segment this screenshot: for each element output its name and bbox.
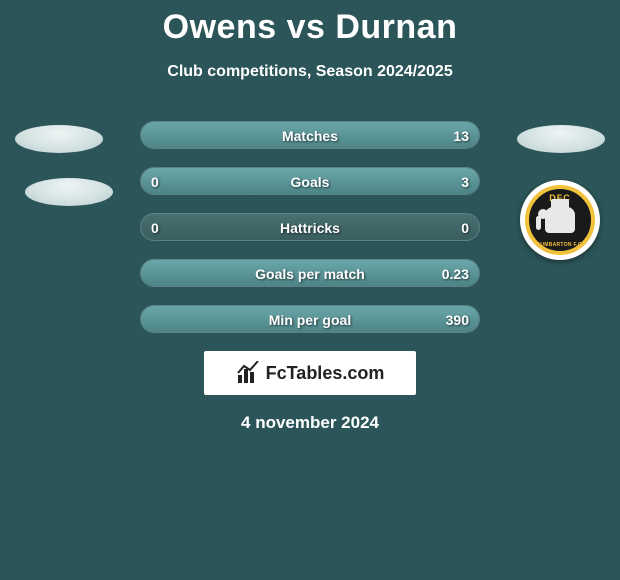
snapshot-date: 4 november 2024 (0, 413, 620, 433)
club-right-badge: DFC DUMBARTON F.C. (520, 180, 600, 260)
stat-label: Goals (141, 168, 479, 195)
brand-text: FcTables.com (266, 363, 385, 384)
page-title: Owens vs Durnan (0, 0, 620, 47)
stat-row: 00Hattricks (140, 213, 480, 241)
stat-label: Goals per match (141, 260, 479, 287)
stats-container: 13Matches 03Goals 00Hattricks 0.23Goals per… (140, 121, 480, 333)
stat-label: Min per goal (141, 306, 479, 333)
fctables-logo: FcTables.com (204, 351, 416, 395)
club-left-badge-placeholder (25, 178, 113, 206)
stat-row: 0.23Goals per match (140, 259, 480, 287)
stat-row: 13Matches (140, 121, 480, 149)
player-left-photo-placeholder (15, 125, 103, 153)
crest-elephant-icon (545, 207, 575, 233)
subtitle: Club competitions, Season 2024/2025 (0, 63, 620, 81)
stat-row: 03Goals (140, 167, 480, 195)
stat-label: Hattricks (141, 214, 479, 241)
bar-chart-icon (236, 361, 260, 385)
crest-bottom-text: DUMBARTON F.C. (536, 242, 583, 248)
stat-label: Matches (141, 122, 479, 149)
stat-row: 390Min per goal (140, 305, 480, 333)
dumbarton-crest: DFC DUMBARTON F.C. (525, 185, 595, 255)
player-right-photo-placeholder (517, 125, 605, 153)
